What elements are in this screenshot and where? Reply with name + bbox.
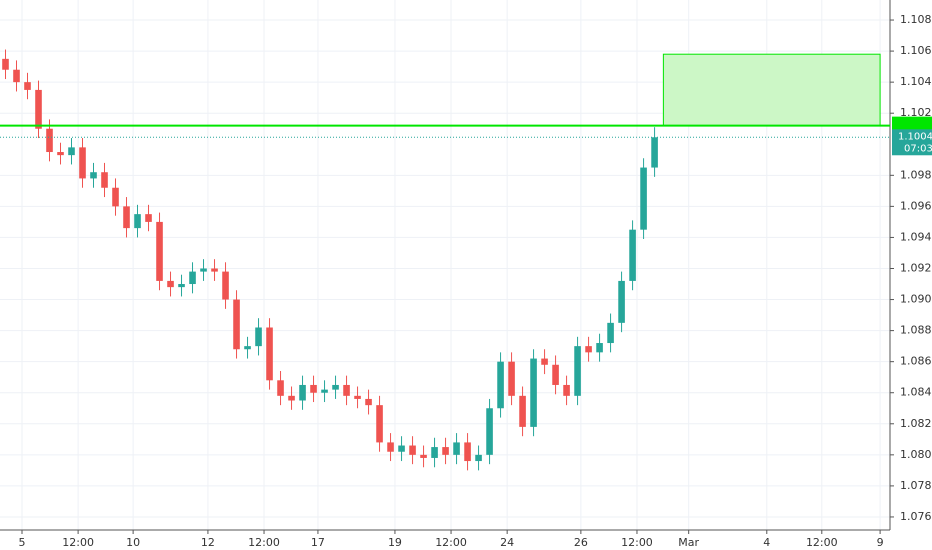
x-tick-label: 24	[500, 536, 514, 549]
x-tick-label: 12:00	[435, 536, 467, 549]
candle-body	[145, 214, 152, 222]
candle-body	[486, 408, 493, 455]
candle-body	[200, 268, 207, 272]
candle-body	[365, 398, 372, 406]
candle-body	[299, 384, 306, 401]
candle-body	[57, 152, 64, 156]
x-tick-label: 5	[19, 536, 26, 549]
candle-body	[431, 447, 438, 458]
candle-body	[343, 384, 350, 396]
y-tick-label: 1.09600	[900, 199, 932, 212]
candle-body	[310, 384, 317, 393]
candle-body	[277, 380, 284, 396]
y-tick-label: 1.10400	[900, 75, 932, 88]
y-tick-label: 1.09000	[900, 293, 932, 306]
x-tick-label: 19	[388, 536, 402, 549]
candle-body	[376, 405, 383, 443]
target-zone	[662, 53, 881, 127]
candle-body	[640, 167, 647, 230]
candle-body	[233, 299, 240, 350]
candle-body	[574, 346, 581, 396]
candle-body	[35, 89, 42, 129]
y-tick-label: 1.10800	[900, 13, 932, 26]
y-tick-label: 1.09400	[900, 230, 932, 243]
candle-body	[90, 172, 97, 179]
x-tick-label: 12:00	[806, 536, 838, 549]
candle-body	[398, 445, 405, 452]
y-tick-label: 1.09800	[900, 168, 932, 181]
candle-body	[596, 343, 603, 353]
candle-body	[321, 389, 328, 393]
candle-body	[244, 346, 251, 350]
y-tick-label: 1.08400	[900, 386, 932, 399]
candle-body	[530, 358, 537, 427]
candle-body	[409, 445, 416, 455]
candle-body	[497, 361, 504, 409]
y-tick-label: 1.07600	[900, 510, 932, 523]
countdown-label: 07:03	[904, 143, 932, 154]
candle-body	[464, 442, 471, 462]
candle-body	[629, 229, 636, 281]
candle-body	[255, 327, 262, 347]
y-tick-label: 1.10600	[900, 44, 932, 57]
y-tick-label: 1.07800	[900, 479, 932, 492]
candle-body	[332, 384, 339, 390]
x-tick-label: 26	[574, 536, 588, 549]
candle-body	[618, 280, 625, 323]
x-tick-label: 12:00	[62, 536, 94, 549]
candle-body	[24, 82, 31, 90]
candle-body	[585, 346, 592, 353]
candle-body	[508, 361, 515, 396]
candle-body	[101, 172, 108, 188]
candle-body	[563, 384, 570, 396]
candle-body	[552, 364, 559, 385]
x-tick-label: 12:00	[621, 536, 653, 549]
candle-body	[46, 128, 53, 153]
candle-body	[475, 454, 482, 462]
candle-body	[211, 268, 218, 272]
candle-body	[387, 442, 394, 452]
candle-body	[354, 395, 361, 399]
last-price-label: 1.10045	[898, 131, 932, 142]
x-tick-label: 12:00	[248, 536, 280, 549]
y-tick-label: 1.08600	[900, 355, 932, 368]
candle-body	[189, 271, 196, 285]
candle-body	[442, 447, 449, 455]
candle-body	[651, 137, 658, 168]
x-tick-label: 4	[763, 536, 770, 549]
x-tick-label: 17	[311, 536, 325, 549]
candle-body	[453, 442, 460, 455]
candle-body	[607, 322, 614, 344]
candle-body	[519, 395, 526, 427]
candle-body	[222, 271, 229, 300]
candle-body	[541, 358, 548, 365]
y-tick-label: 1.08800	[900, 324, 932, 337]
y-tick-label: 1.09200	[900, 261, 932, 274]
candle-body	[178, 284, 185, 288]
candle-body	[79, 147, 86, 179]
candle-body	[266, 327, 273, 381]
x-tick-label: 10	[126, 536, 140, 549]
candle-body	[288, 395, 295, 401]
candle-body	[112, 187, 119, 207]
candle-body	[123, 206, 130, 229]
candle-body	[2, 58, 9, 70]
x-tick-label: 12	[201, 536, 215, 549]
candle-body	[13, 69, 20, 83]
candle-body	[420, 454, 427, 458]
y-tick-label: 1.08000	[900, 448, 932, 461]
candle-body	[156, 221, 163, 281]
candle-body	[167, 280, 174, 288]
last-price-box	[892, 129, 932, 156]
y-tick-label: 1.10200	[900, 106, 932, 119]
candle-body	[68, 147, 75, 156]
x-tick-label: 9	[877, 536, 884, 549]
y-tick-label: 1.08200	[900, 417, 932, 430]
x-tick-label: Mar	[678, 536, 699, 549]
candle-body	[134, 214, 141, 229]
